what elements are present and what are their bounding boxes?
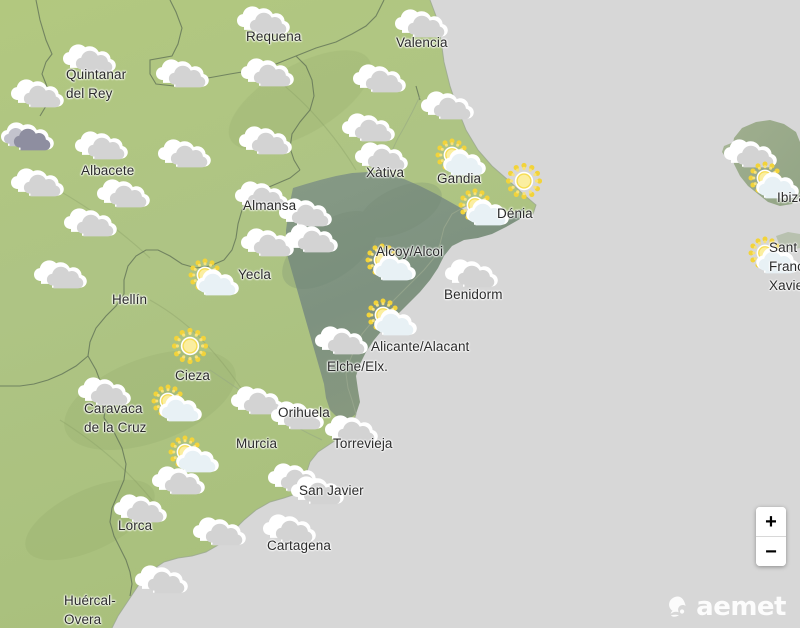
weather-icon-cloudy: [394, 3, 448, 43]
weather-icon-partly-cloudy: [363, 298, 417, 340]
weather-icon-cloudy: [341, 107, 395, 147]
weather-icon-cloudy: [234, 175, 288, 215]
zoom-in-button[interactable]: +: [756, 507, 786, 537]
weather-icon-cloudy: [96, 173, 150, 213]
weather-icon-cloudy: [10, 73, 64, 113]
weather-icon-cloudy: [723, 133, 777, 173]
weather-icon-partly-cloudy: [165, 435, 219, 477]
weather-icon-cloudy: [157, 133, 211, 173]
weather-icon-cloudy: [420, 85, 474, 125]
weather-icon-cloudy: [240, 52, 294, 92]
aemet-logo: aemet: [665, 594, 786, 620]
weather-icon-cloudy: [63, 202, 117, 242]
weather-icon-cloudy: [74, 125, 128, 165]
weather-icon-cloudy: [240, 222, 294, 262]
weather-icon-cloudy: [324, 409, 378, 449]
weather-icon-cloudy: [270, 395, 324, 435]
weather-icon-cloudy: [238, 120, 292, 160]
aemet-wordmark: aemet: [696, 592, 786, 622]
weather-icon-sunny: [497, 162, 551, 202]
weather-icon-cloudy: [62, 38, 116, 78]
weather-icon-partly-cloudy: [455, 188, 509, 230]
weather-icon-sunny: [163, 327, 217, 367]
weather-icon-partly-cloudy: [148, 384, 202, 426]
weather-icon-cloudy: [290, 470, 344, 510]
weather-icon-overcast: [0, 116, 54, 156]
weather-icon-cloudy: [354, 136, 408, 176]
weather-icon-cloudy: [236, 0, 290, 40]
weather-icon-cloudy: [314, 320, 368, 360]
weather-icon-cloudy: [155, 53, 209, 93]
weather-icon-cloudy: [10, 162, 64, 202]
weather-icon-cloudy: [77, 371, 131, 411]
zoom-out-button[interactable]: −: [756, 537, 786, 566]
zoom-control[interactable]: + −: [756, 507, 786, 566]
weather-icon-cloudy: [278, 192, 332, 232]
weather-icon-partly-cloudy: [745, 161, 799, 203]
weather-icon-cloudy: [33, 254, 87, 294]
weather-icon-cloudy: [284, 218, 338, 258]
weather-icon-cloudy: [151, 460, 205, 500]
aemet-swirl-icon: [669, 596, 686, 617]
weather-icon-cloudy: [444, 253, 498, 293]
weather-icon-cloudy: [230, 380, 284, 420]
weather-icon-cloudy: [113, 488, 167, 528]
weather-icon-cloudy: [134, 559, 188, 599]
weather-icon-cloudy: [262, 508, 316, 548]
weather-icon-cloudy: [352, 58, 406, 98]
weather-icon-partly-cloudy: [745, 236, 799, 278]
weather-icon-partly-cloudy: [362, 243, 416, 285]
weather-icon-partly-cloudy: [185, 258, 239, 300]
weather-icon-partly-cloudy: [432, 138, 486, 180]
weather-icon-cloudy: [192, 511, 246, 551]
